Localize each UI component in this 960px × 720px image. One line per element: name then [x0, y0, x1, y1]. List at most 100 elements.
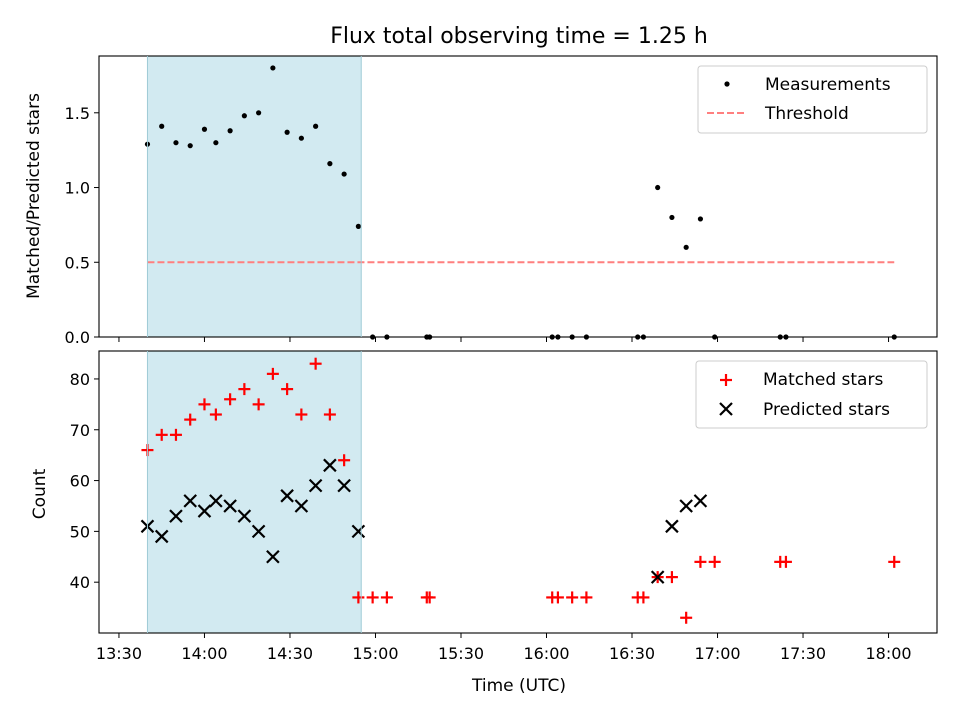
matched-star-point [680, 611, 693, 624]
measurement-point [355, 223, 361, 229]
matched-star-point [352, 591, 365, 604]
predicted-star-b [294, 499, 309, 513]
matched-star-point [338, 454, 351, 467]
matched-star-point [252, 398, 265, 411]
top-y-ticks: 0.0 0.5 1.0 1.5 [65, 104, 99, 347]
matched-star-point [366, 591, 379, 604]
bottom-y-ticks: 40 50 60 70 80 [70, 370, 99, 592]
predicted-star-b [308, 478, 323, 493]
predicted-star-b [209, 494, 223, 508]
predicted-star-b [679, 499, 693, 513]
matched-star-point [637, 591, 650, 604]
measurement-point [270, 65, 276, 71]
matched-star-point [198, 398, 211, 411]
matched-star-point [380, 591, 393, 604]
measurement-point [213, 140, 219, 146]
bot-ytick-label: 80 [70, 370, 90, 389]
predicted-star-point [337, 478, 351, 493]
xtick-label: 13:30 [96, 644, 142, 663]
measurement-point [227, 128, 233, 134]
measurement-point [159, 123, 165, 129]
legend-threshold-label: Threshold [764, 104, 849, 124]
predicted-star-point [650, 570, 665, 584]
xtick-label: 17:00 [694, 644, 740, 663]
predicted-star-b [351, 524, 366, 539]
bottom-panel: 40 50 60 70 80 13:30 14:00 14:30 15:00 15:30 16:0… [70, 350, 938, 663]
matched-star-point [566, 591, 579, 604]
top-ytick-label: 1.5 [65, 104, 90, 123]
legend-predicted-label: Predicted stars [763, 400, 890, 420]
predicted-star-b [251, 524, 266, 539]
matched-star-point [580, 591, 593, 604]
top-ytick-label: 1.0 [65, 179, 90, 198]
matched-star-point [224, 393, 237, 406]
measurement-point [256, 110, 262, 116]
measurement-point [201, 126, 208, 132]
top-legend: Measurements Threshold [697, 65, 928, 134]
predicted-star-b [665, 519, 679, 534]
matched-star-point [551, 591, 564, 604]
predicted-star-point [209, 494, 223, 508]
matched-star-point [323, 408, 336, 421]
measurement-point [669, 214, 675, 221]
bottom-axes-frame [98, 350, 938, 634]
xtick-label: 15:30 [438, 644, 484, 663]
predicted-star-point [665, 519, 679, 534]
matched-star-point [888, 555, 901, 568]
measurement-point [187, 143, 193, 149]
top-ytick-label: 0.0 [65, 328, 90, 347]
bottom-legend: Matched stars Predicted stars [695, 360, 928, 429]
predicted-star-point [237, 509, 252, 523]
matched-star-point [266, 367, 279, 380]
predicted-star-point [351, 524, 366, 539]
measurement-point [298, 135, 304, 141]
predicted-star-point [183, 494, 197, 508]
matched-star-point [779, 555, 792, 568]
matched-star-point [281, 383, 294, 396]
predicted-star-b [650, 570, 665, 584]
matched-star-point [238, 383, 251, 396]
predicted-star-point [223, 499, 237, 513]
top-x-ticks [118, 337, 890, 342]
bot-ytick-label: 40 [70, 573, 90, 592]
predicted-star-b [197, 504, 212, 518]
measurement-point [313, 123, 319, 129]
predicted-star-b [183, 494, 197, 508]
matched-star-point [708, 555, 721, 568]
measurement-point [241, 113, 247, 119]
predicted-star-point [251, 524, 266, 539]
legend-matched-marker [720, 374, 732, 386]
predicted-star-point [323, 458, 337, 473]
xtick-label: 15:00 [352, 644, 398, 663]
predicted-star-point [280, 489, 294, 503]
measurement-point [655, 184, 661, 191]
predicted-star-point [294, 499, 309, 513]
top-ytick-label: 0.5 [65, 253, 90, 272]
predicted-star-point [266, 550, 280, 564]
matched-star-point [665, 571, 678, 584]
predicted-star-point [154, 529, 169, 544]
top-axes-frame [98, 55, 938, 338]
top-panel: 0.0 0.5 1.0 1.5 Measurements Threshold [65, 55, 938, 347]
bottom-series-layer [140, 357, 901, 624]
legend-measurements-marker [724, 81, 730, 87]
predicted-star-b [223, 499, 237, 513]
predicted-star-b [266, 550, 280, 564]
matched-star-point [309, 357, 322, 370]
measurement-point [327, 161, 333, 167]
predicted-star-b [323, 458, 337, 473]
measurement-point [341, 171, 347, 177]
measurement-point [697, 216, 704, 222]
matched-star-point [169, 428, 182, 441]
measurement-point [284, 129, 290, 135]
matched-star-point [209, 408, 222, 421]
xtick-label: 17:30 [780, 644, 826, 663]
predicted-star-b [337, 478, 351, 493]
legend-measurements-label: Measurements [765, 75, 891, 95]
legend-matched-label: Matched stars [763, 370, 883, 390]
predicted-star-b [154, 529, 169, 544]
predicted-star-b [693, 494, 708, 508]
xtick-label: 14:00 [181, 644, 227, 663]
predicted-star-b [280, 489, 294, 503]
